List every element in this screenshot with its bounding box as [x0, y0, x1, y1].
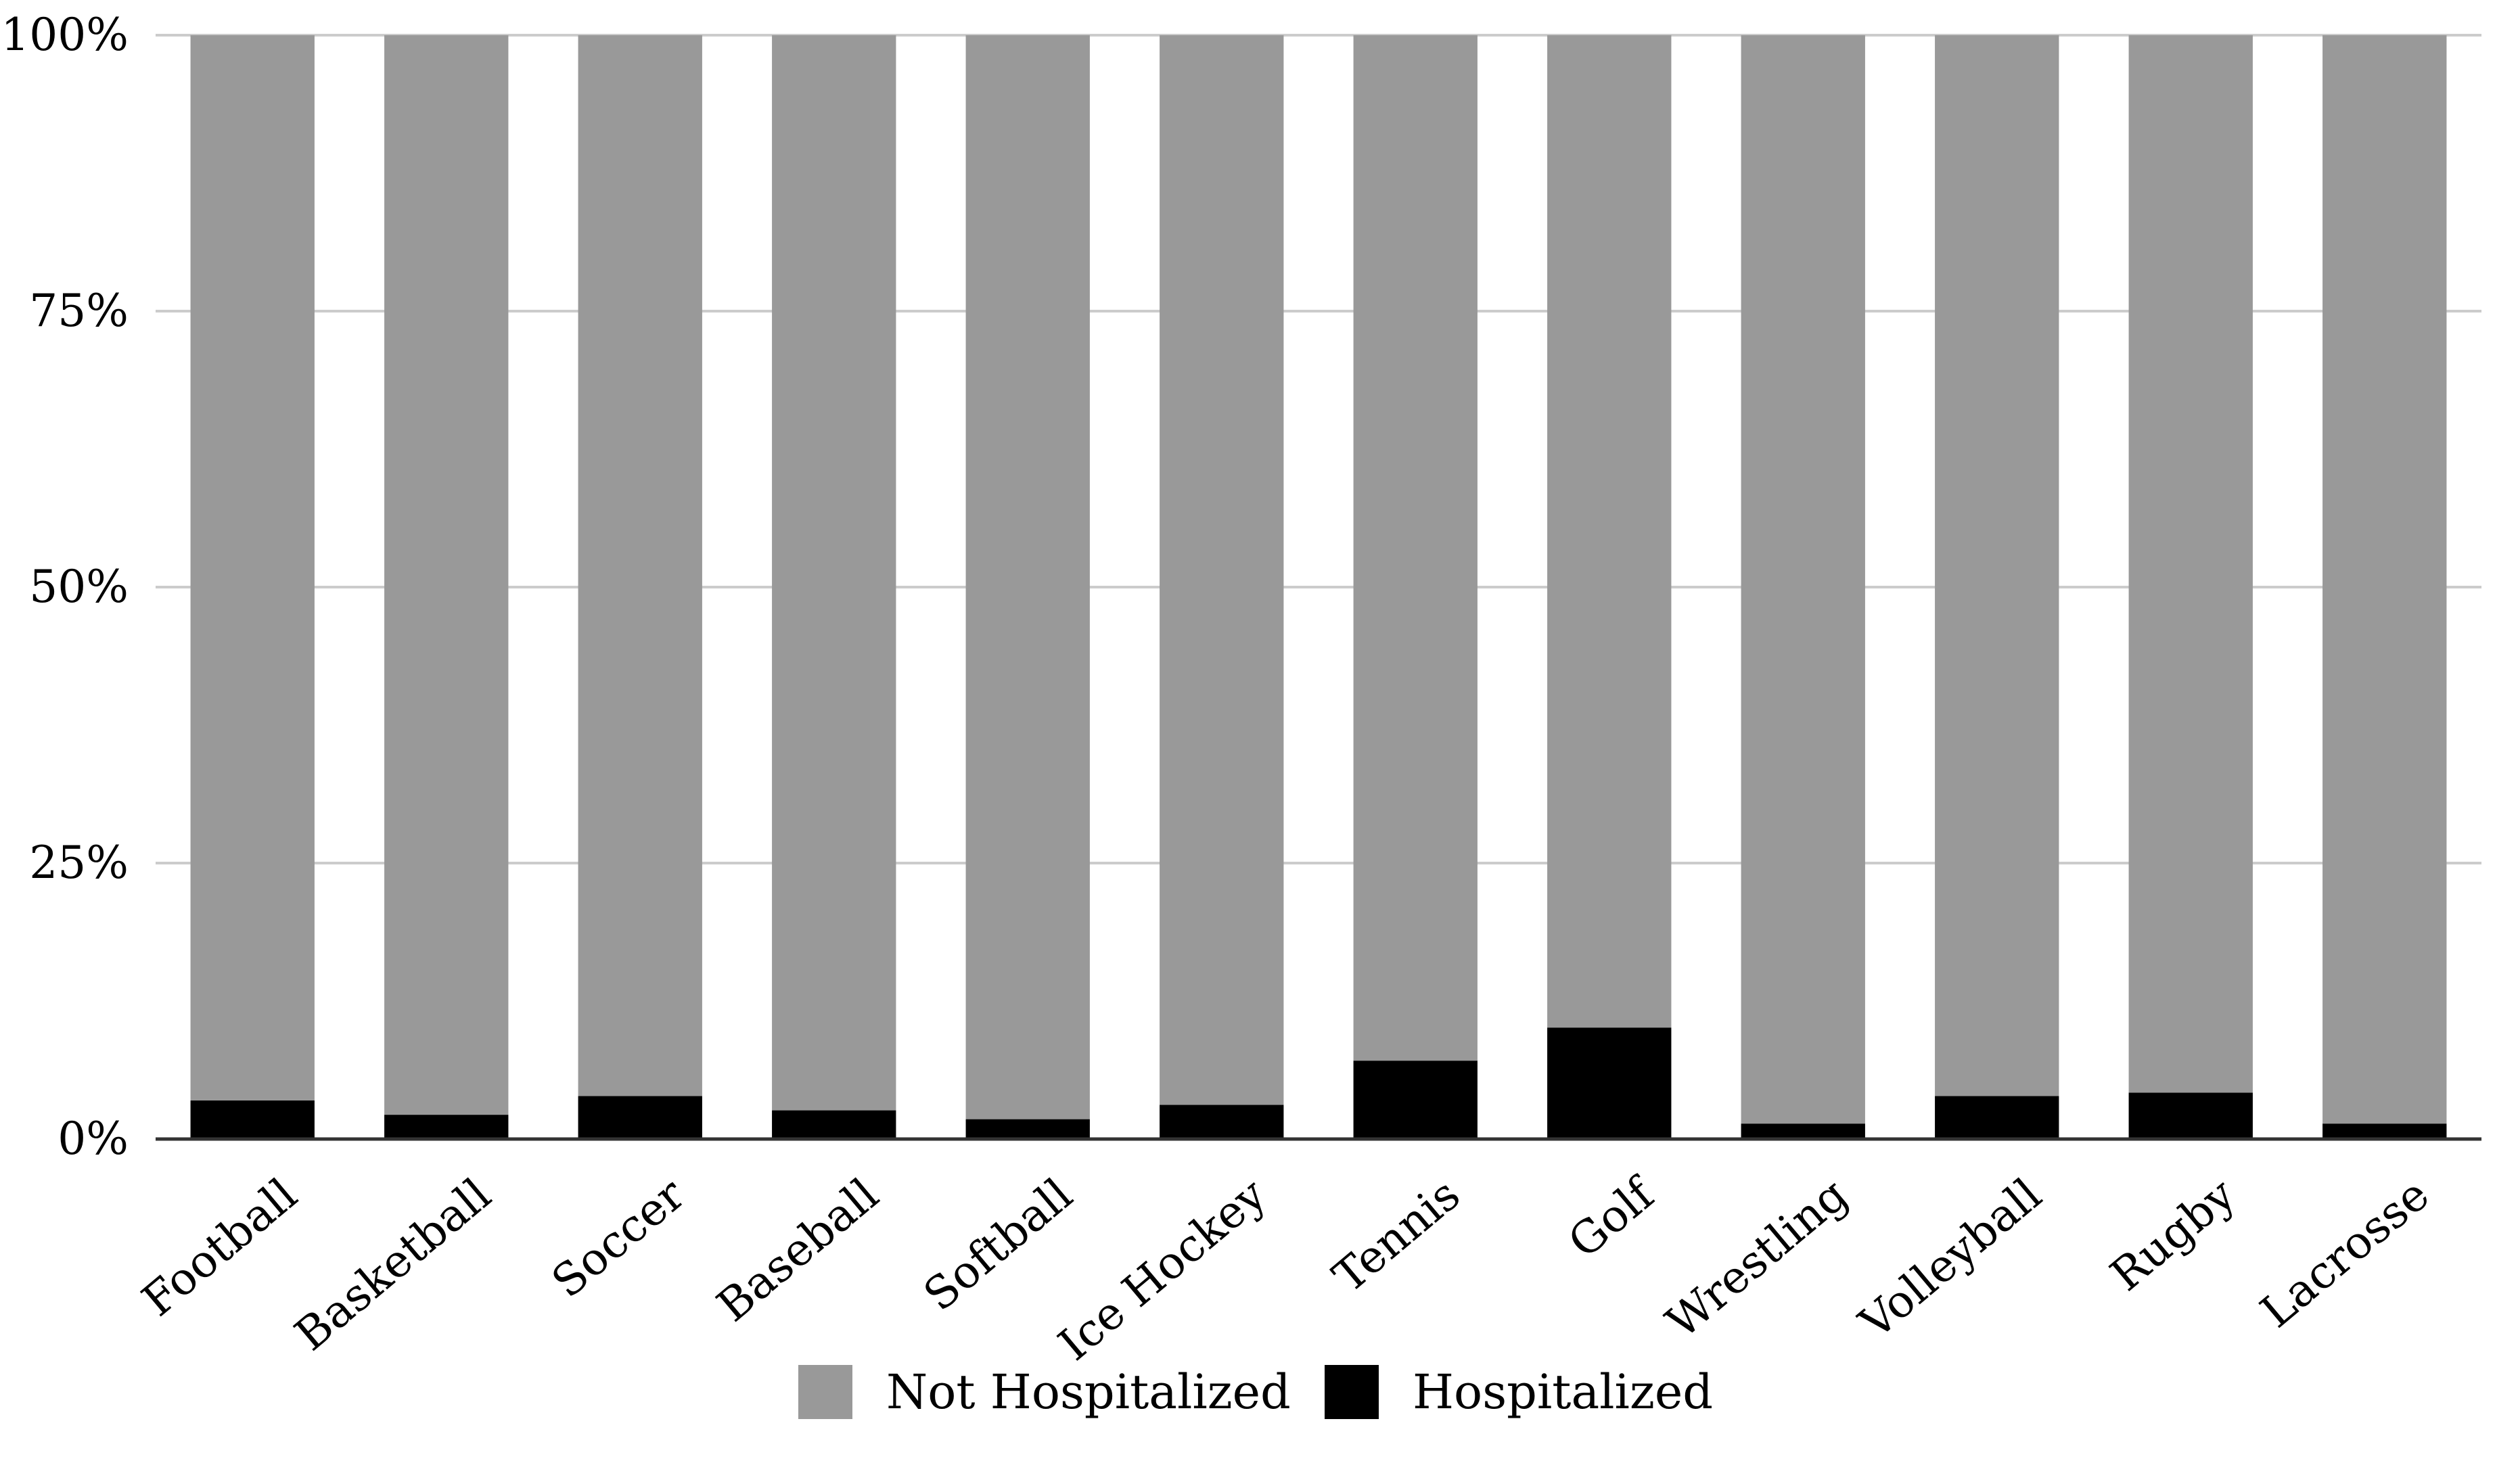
bar-soccer-hospitalized — [578, 1096, 702, 1139]
bar-golf-not-hospitalized — [1547, 35, 1672, 1028]
x-tick-label-baseball: Baseball — [708, 1168, 889, 1332]
bars — [190, 35, 2447, 1139]
bar-baseball-not-hospitalized — [772, 35, 896, 1111]
x-tick-label-ice-hockey: Ice Hockey — [1049, 1168, 1276, 1371]
x-tick-label-tennis: Tennis — [1323, 1168, 1469, 1303]
bar-golf-hospitalized — [1547, 1027, 1672, 1139]
x-tick-label-lacrosse: Lacrosse — [2251, 1168, 2439, 1338]
bar-volleyball-hospitalized — [1935, 1096, 2059, 1139]
bar-rugby-not-hospitalized — [2128, 35, 2253, 1093]
x-tick-label-soccer: Soccer — [542, 1168, 695, 1308]
y-tick-label: 25% — [29, 837, 129, 889]
bar-baseball-hospitalized — [772, 1110, 896, 1139]
gridlines — [156, 34, 2481, 864]
x-tick-label-wrestling: Wrestling — [1657, 1168, 1858, 1349]
legend-swatch-not-hospitalized — [798, 1365, 852, 1419]
y-tick-label: 75% — [29, 285, 129, 337]
bar-basketball-not-hospitalized — [384, 35, 509, 1115]
legend-label-not-hospitalized: Not Hospitalized — [886, 1364, 1291, 1420]
y-tick-label: 50% — [29, 561, 129, 613]
bar-football-not-hospitalized — [190, 35, 315, 1100]
bar-tennis-not-hospitalized — [1353, 35, 1478, 1061]
y-tick-labels: 0% 25% 50% 75% 100% — [1, 9, 129, 1165]
bar-soccer-not-hospitalized — [578, 35, 702, 1096]
legend-swatch-hospitalized — [1325, 1365, 1379, 1419]
bar-softball-not-hospitalized — [965, 35, 1090, 1119]
x-tick-label-golf: Golf — [1559, 1166, 1666, 1268]
bar-wrestling-not-hospitalized — [1741, 35, 1865, 1124]
bar-football-hospitalized — [190, 1100, 315, 1139]
bar-ice-hockey-not-hospitalized — [1160, 35, 1284, 1105]
x-tick-label-volleyball: Volleyball — [1850, 1168, 2051, 1349]
bar-basketball-hospitalized — [384, 1115, 509, 1139]
legend: Not Hospitalized Hospitalized — [798, 1364, 1713, 1420]
x-tick-label-football: Football — [133, 1168, 307, 1326]
bar-tennis-hospitalized — [1353, 1061, 1478, 1139]
legend-label-hospitalized: Hospitalized — [1413, 1364, 1713, 1420]
x-tick-label-basketball: Basketball — [285, 1168, 501, 1361]
bar-wrestling-hospitalized — [1741, 1123, 1865, 1139]
y-tick-label: 0% — [58, 1113, 129, 1165]
y-tick-label: 100% — [1, 9, 129, 61]
bar-ice-hockey-hospitalized — [1160, 1105, 1284, 1139]
bar-volleyball-not-hospitalized — [1935, 35, 2059, 1096]
bar-softball-hospitalized — [965, 1119, 1090, 1139]
x-tick-label-rugby: Rugby — [2101, 1168, 2245, 1301]
bar-lacrosse-not-hospitalized — [2322, 35, 2447, 1124]
x-tick-label-softball: Softball — [914, 1168, 1082, 1321]
bar-rugby-hospitalized — [2128, 1092, 2253, 1139]
bar-lacrosse-hospitalized — [2322, 1123, 2447, 1139]
